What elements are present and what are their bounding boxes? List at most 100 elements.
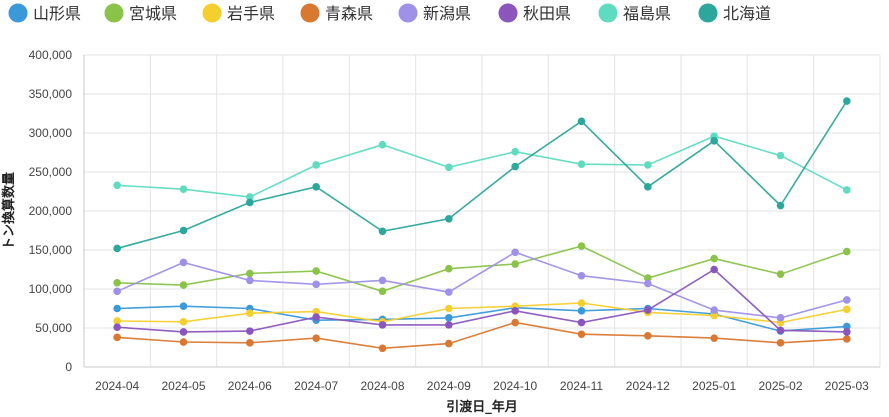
- data-point[interactable]: [246, 193, 254, 201]
- data-point[interactable]: [445, 314, 453, 322]
- data-point[interactable]: [644, 332, 652, 340]
- data-point[interactable]: [843, 296, 851, 304]
- data-point[interactable]: [776, 339, 785, 347]
- data-point[interactable]: [246, 198, 254, 207]
- data-point[interactable]: [577, 242, 586, 250]
- data-point[interactable]: [378, 321, 387, 329]
- data-point[interactable]: [378, 344, 387, 353]
- data-point[interactable]: [776, 314, 785, 322]
- x-tick-label: 2024-09: [427, 379, 471, 393]
- legend-label: 岩手県: [227, 4, 275, 23]
- x-tick-label: 2025-03: [825, 379, 869, 393]
- data-point[interactable]: [445, 321, 453, 329]
- data-point[interactable]: [312, 183, 320, 191]
- data-point[interactable]: [776, 326, 785, 335]
- data-point[interactable]: [511, 147, 519, 156]
- data-point[interactable]: [179, 258, 188, 267]
- data-point[interactable]: [843, 247, 851, 256]
- data-point[interactable]: [312, 307, 320, 316]
- series-1: [113, 242, 851, 296]
- data-point[interactable]: [378, 276, 387, 285]
- data-point[interactable]: [378, 287, 387, 296]
- data-point[interactable]: [179, 226, 188, 235]
- data-point[interactable]: [511, 260, 519, 268]
- data-point[interactable]: [445, 339, 453, 348]
- data-point[interactable]: [179, 328, 188, 336]
- data-point[interactable]: [577, 299, 586, 307]
- data-point[interactable]: [312, 267, 320, 275]
- data-point[interactable]: [246, 339, 254, 347]
- data-point[interactable]: [577, 160, 586, 168]
- data-point[interactable]: [179, 185, 188, 193]
- legend-item[interactable]: 福島県: [598, 3, 672, 24]
- data-point[interactable]: [445, 288, 453, 296]
- legend-item[interactable]: 新潟県: [398, 3, 472, 24]
- data-point[interactable]: [577, 117, 586, 126]
- data-point[interactable]: [577, 307, 586, 315]
- data-point[interactable]: [113, 287, 121, 296]
- data-point[interactable]: [179, 338, 188, 346]
- data-point[interactable]: [511, 307, 519, 315]
- data-point[interactable]: [445, 163, 453, 172]
- legend-item[interactable]: 宮城県: [104, 3, 178, 24]
- data-point[interactable]: [445, 215, 453, 223]
- data-point[interactable]: [710, 254, 718, 263]
- x-tick-label: 2024-04: [95, 379, 139, 393]
- data-point[interactable]: [312, 161, 320, 169]
- data-point[interactable]: [710, 265, 718, 274]
- data-point[interactable]: [776, 270, 785, 278]
- data-point[interactable]: [113, 323, 121, 332]
- data-point[interactable]: [776, 201, 785, 210]
- y-tick-label: 350,000: [29, 87, 73, 101]
- data-point[interactable]: [577, 330, 586, 339]
- data-point[interactable]: [246, 276, 254, 285]
- data-point[interactable]: [577, 318, 586, 327]
- data-point[interactable]: [113, 278, 121, 287]
- data-point[interactable]: [179, 281, 188, 289]
- data-point[interactable]: [710, 306, 718, 314]
- data-point[interactable]: [843, 335, 851, 343]
- data-point[interactable]: [843, 97, 851, 105]
- data-point[interactable]: [113, 244, 121, 253]
- data-point[interactable]: [511, 162, 519, 171]
- legend-item[interactable]: 青森県: [300, 3, 374, 24]
- data-point[interactable]: [246, 309, 254, 317]
- data-point[interactable]: [843, 328, 851, 336]
- data-point[interactable]: [644, 306, 652, 314]
- legend-item[interactable]: 北海道: [698, 3, 772, 24]
- data-point[interactable]: [776, 151, 785, 160]
- data-point[interactable]: [378, 140, 387, 149]
- data-point[interactable]: [445, 264, 453, 273]
- data-point[interactable]: [710, 137, 718, 145]
- data-point[interactable]: [113, 181, 121, 190]
- data-point[interactable]: [577, 271, 586, 280]
- data-point[interactable]: [644, 183, 652, 191]
- data-point[interactable]: [644, 279, 652, 288]
- data-point[interactable]: [644, 274, 652, 282]
- data-point[interactable]: [710, 311, 718, 320]
- data-point[interactable]: [246, 327, 254, 335]
- data-point[interactable]: [843, 322, 851, 331]
- legend-item[interactable]: 秋田県: [498, 3, 572, 24]
- data-point[interactable]: [644, 161, 652, 169]
- data-point[interactable]: [246, 269, 254, 278]
- data-point[interactable]: [312, 280, 320, 289]
- data-point[interactable]: [445, 304, 453, 313]
- data-point[interactable]: [113, 317, 121, 325]
- data-point[interactable]: [113, 304, 121, 313]
- data-point[interactable]: [312, 313, 320, 321]
- data-point[interactable]: [179, 302, 188, 310]
- data-point[interactable]: [511, 248, 519, 257]
- y-tick-label: 300,000: [29, 126, 73, 140]
- legend-item[interactable]: 岩手県: [202, 3, 276, 24]
- data-point[interactable]: [113, 333, 121, 342]
- data-point[interactable]: [843, 186, 851, 194]
- data-point[interactable]: [843, 305, 851, 314]
- data-point[interactable]: [179, 317, 188, 326]
- data-point[interactable]: [312, 334, 320, 342]
- legend-item[interactable]: 山形県: [8, 3, 82, 24]
- data-point[interactable]: [378, 227, 387, 236]
- data-point[interactable]: [710, 334, 718, 342]
- y-axis-title: トン換算数量: [1, 172, 17, 250]
- data-point[interactable]: [511, 318, 519, 327]
